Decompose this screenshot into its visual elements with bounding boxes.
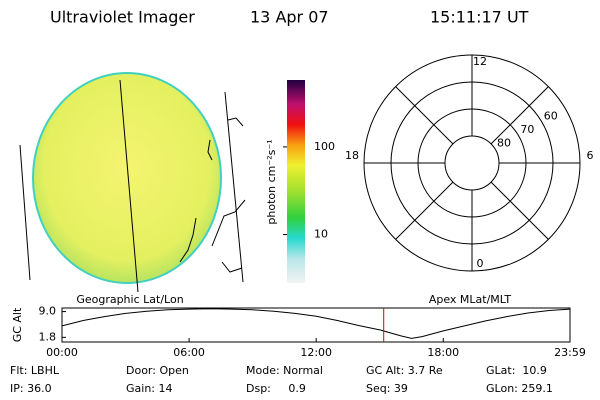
x-tick-label: 12:00 <box>300 346 332 359</box>
polar-spoke <box>490 86 549 145</box>
plot-frame <box>61 307 571 343</box>
image-label: Geographic Lat/Lon <box>76 293 183 306</box>
data-line <box>61 308 571 339</box>
mlt-label: 6 <box>587 149 594 162</box>
status-field: Door: Open <box>126 364 189 377</box>
footer: Flt: LBHL Door: Open Mode: Normal GC Alt: 3… <box>10 364 553 395</box>
colorbar-tick-label: 100 <box>314 140 335 153</box>
polar-spoke <box>395 86 454 145</box>
status-field: IP: 36.0 <box>10 382 52 395</box>
polar-ring <box>444 135 500 191</box>
x-tick-label: 00:00 <box>46 346 78 359</box>
line-chart: 1.8 9.0 00:00 06:00 12:00 18:00 23:59 GC Alt <box>11 305 586 359</box>
title: Ultraviolet Imager <box>50 8 195 27</box>
x-tick-label: 23:59 <box>554 346 586 359</box>
x-tick-label: 06:00 <box>173 346 205 359</box>
mlt-label: 18 <box>345 149 359 162</box>
status-field: Flt: LBHL <box>10 364 60 377</box>
date: 13 Apr 07 <box>250 8 329 27</box>
polar-spoke <box>395 181 454 240</box>
status-field: GLon: 259.1 <box>486 382 553 395</box>
y-tick-label: 1.8 <box>39 330 57 343</box>
status-field: Seq: 39 <box>366 382 408 395</box>
status-field: GC Alt: 3.7 Re <box>366 364 443 377</box>
polar-spoke <box>490 181 549 240</box>
status-field: Mode: Normal <box>246 364 323 377</box>
status-field: GLat: 10.9 <box>486 364 547 377</box>
status-field: Dsp: 0.9 <box>246 382 306 395</box>
polar-ring-label: 70 <box>520 123 534 136</box>
earth-image <box>19 72 246 293</box>
colorbar-label: photon cm⁻²s⁻¹ <box>265 139 278 224</box>
y-tick-label: 9.0 <box>39 305 57 318</box>
polar-ring-label: 60 <box>544 110 558 123</box>
colorbar <box>287 80 305 283</box>
time: 15:11:17 UT <box>430 8 529 27</box>
image-label: Apex MLat/MLT <box>429 293 512 306</box>
polar-ring-label: 80 <box>497 137 511 150</box>
mlt-label: 12 <box>473 55 487 68</box>
y-axis-label: GC Alt <box>11 307 24 342</box>
x-tick-label: 18:00 <box>427 346 459 359</box>
mlt-label: 0 <box>477 257 484 270</box>
status-field: Gain: 14 <box>126 382 173 395</box>
colorbar-tick-label: 10 <box>314 228 328 241</box>
